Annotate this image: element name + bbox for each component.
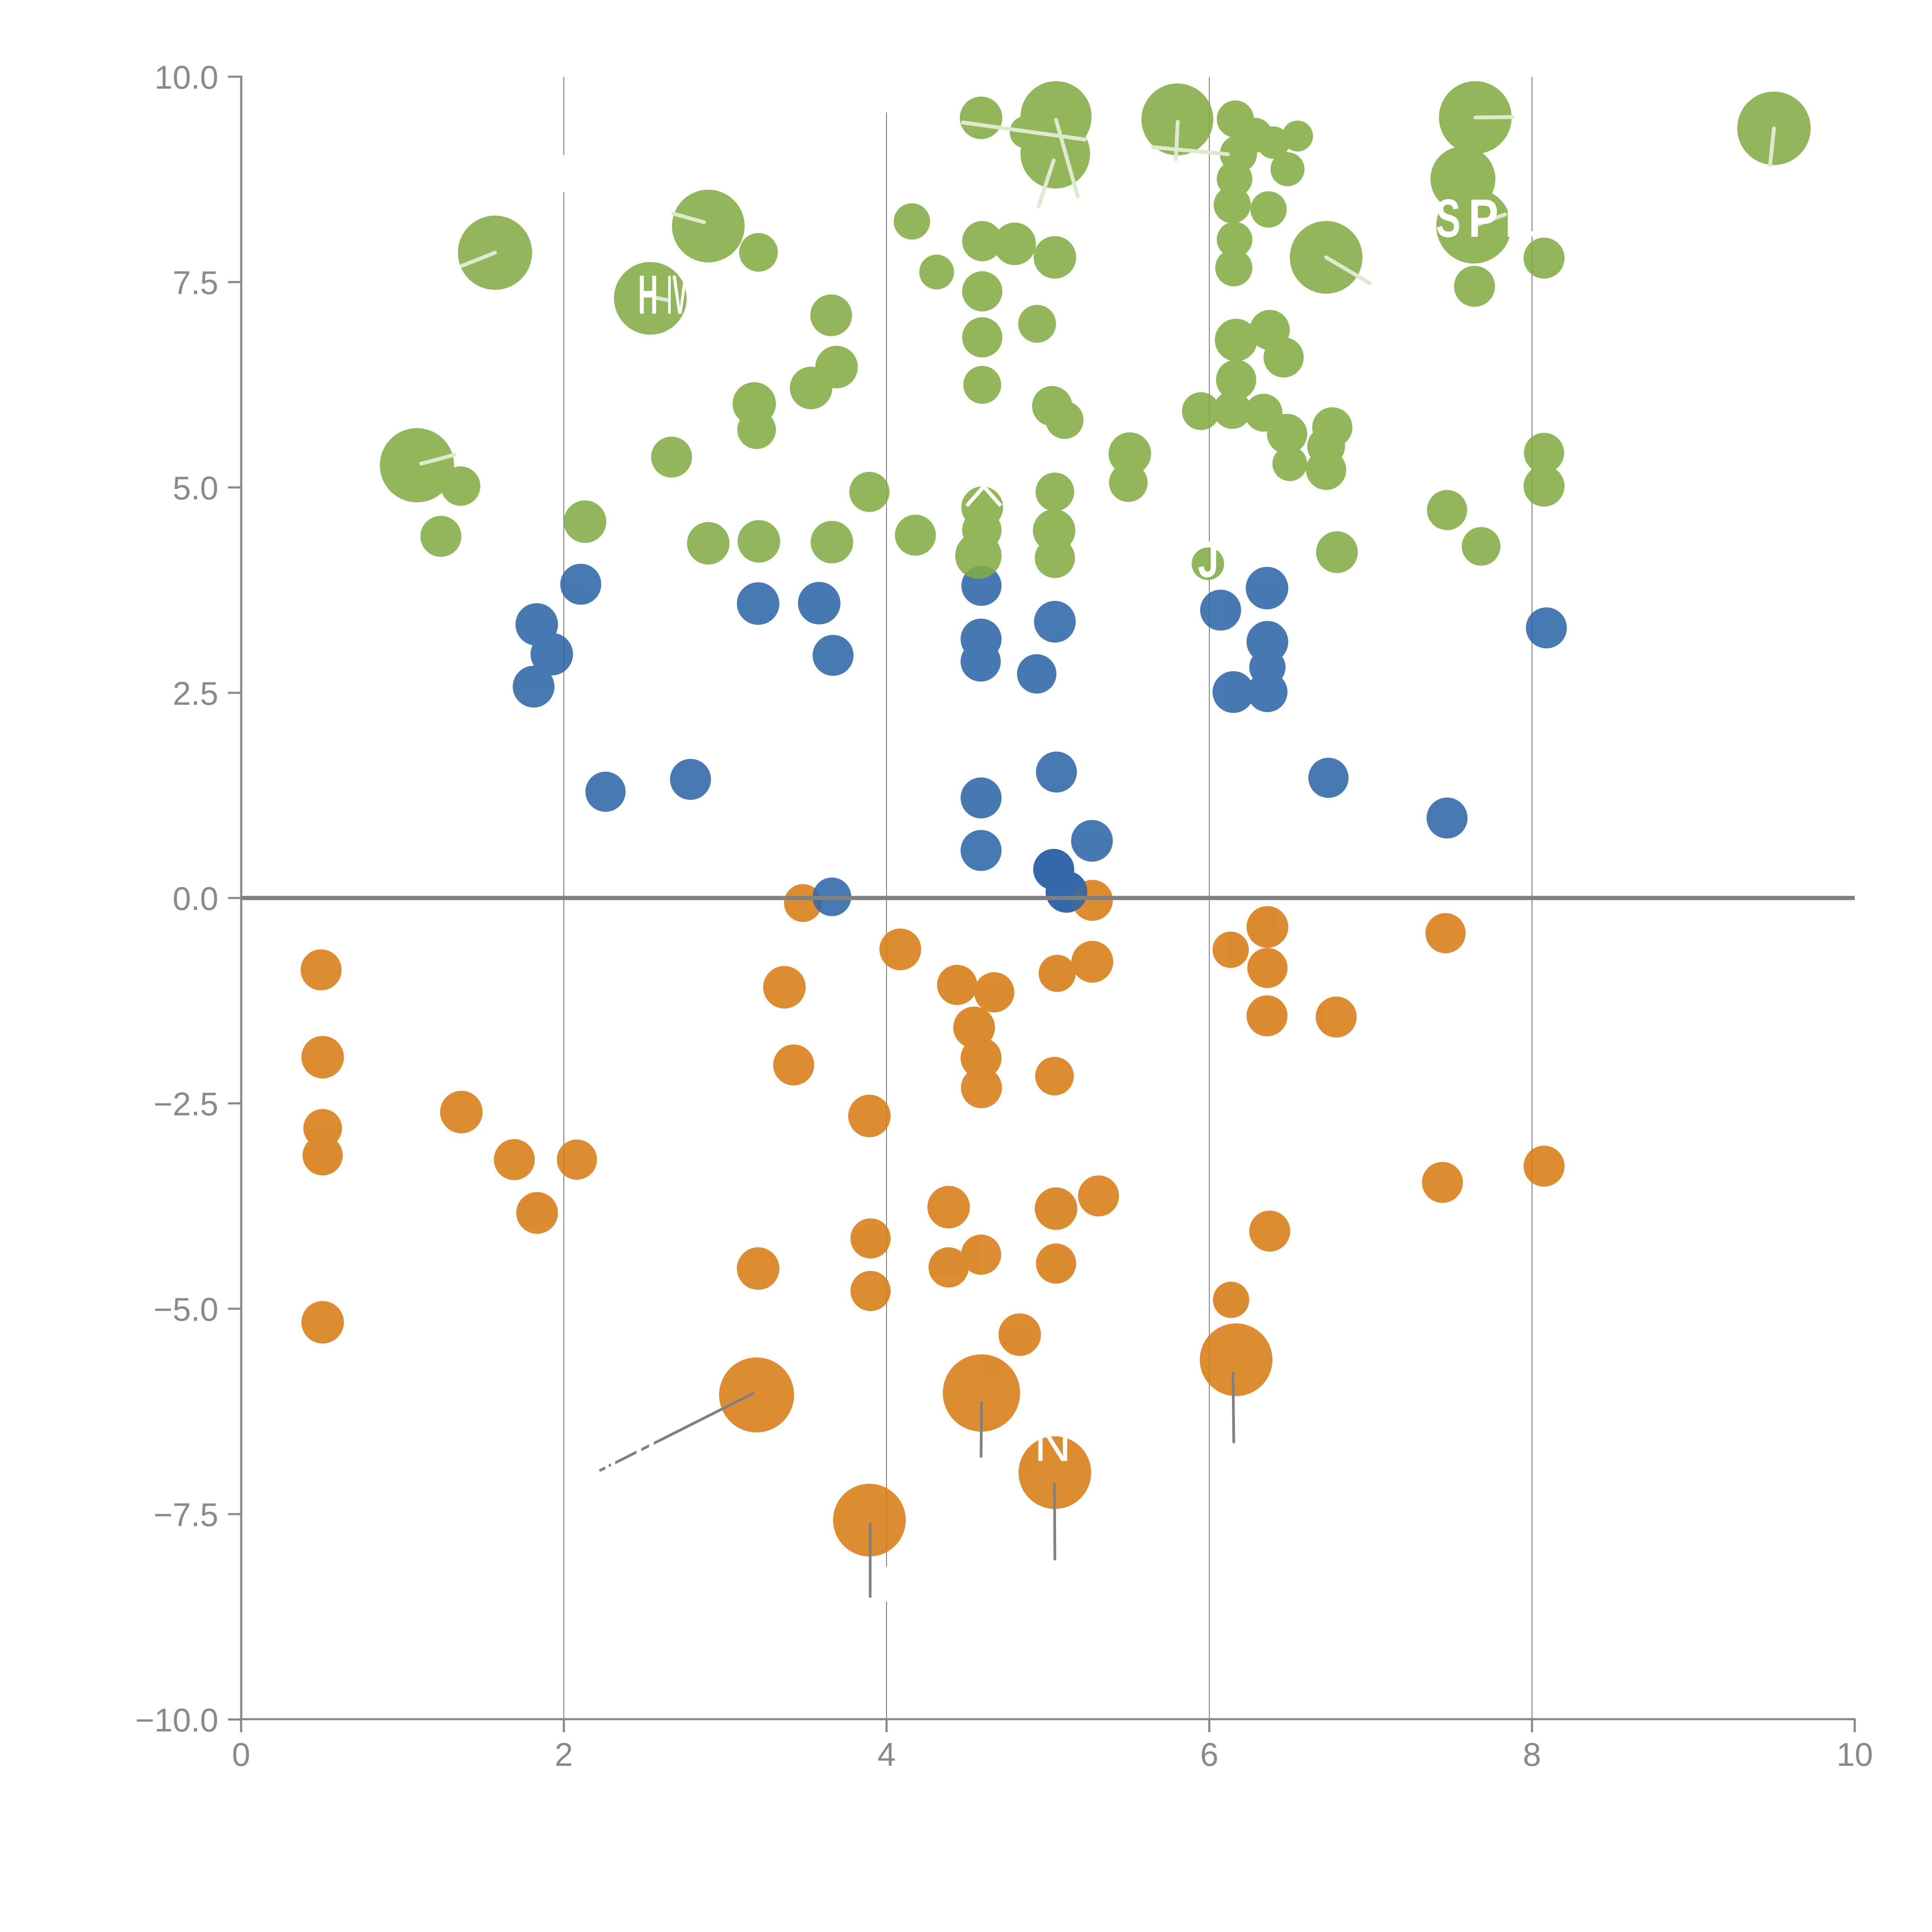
svg-text:8: 8 [1523,1736,1541,1773]
svg-text:10: 10 [1837,1736,1873,1773]
svg-text:INJURIES: INJURIES [568,1429,802,1486]
svg-text:6: 6 [1200,1736,1218,1773]
svg-text:S: S [1436,188,1461,248]
svg-text:2.5: 2.5 [173,675,218,712]
svg-text:I: I [667,264,672,326]
svg-text:4: 4 [878,1736,896,1773]
svg-text:P: P [1468,188,1498,248]
svg-text:E: E [1505,188,1529,248]
svg-text:−10.0: −10.0 [135,1702,218,1739]
svg-text:−2.5: −2.5 [153,1086,218,1123]
svg-text:J: J [1198,531,1219,588]
svg-text:2: 2 [555,1736,573,1773]
svg-text:10.0: 10.0 [155,60,218,96]
svg-text:5.0: 5.0 [173,470,218,507]
svg-text:ASTHMA: ASTHMA [875,1554,1090,1611]
svg-text:−5.0: −5.0 [153,1291,218,1328]
svg-text:7.5: 7.5 [173,265,218,301]
svg-text:V: V [672,264,687,326]
svg-text:0: 0 [232,1736,250,1773]
svg-text:−7.5: −7.5 [153,1497,218,1534]
svg-text:H: H [638,264,658,326]
svg-text:N: N [1034,1415,1071,1472]
svg-text:0.0: 0.0 [173,881,218,917]
